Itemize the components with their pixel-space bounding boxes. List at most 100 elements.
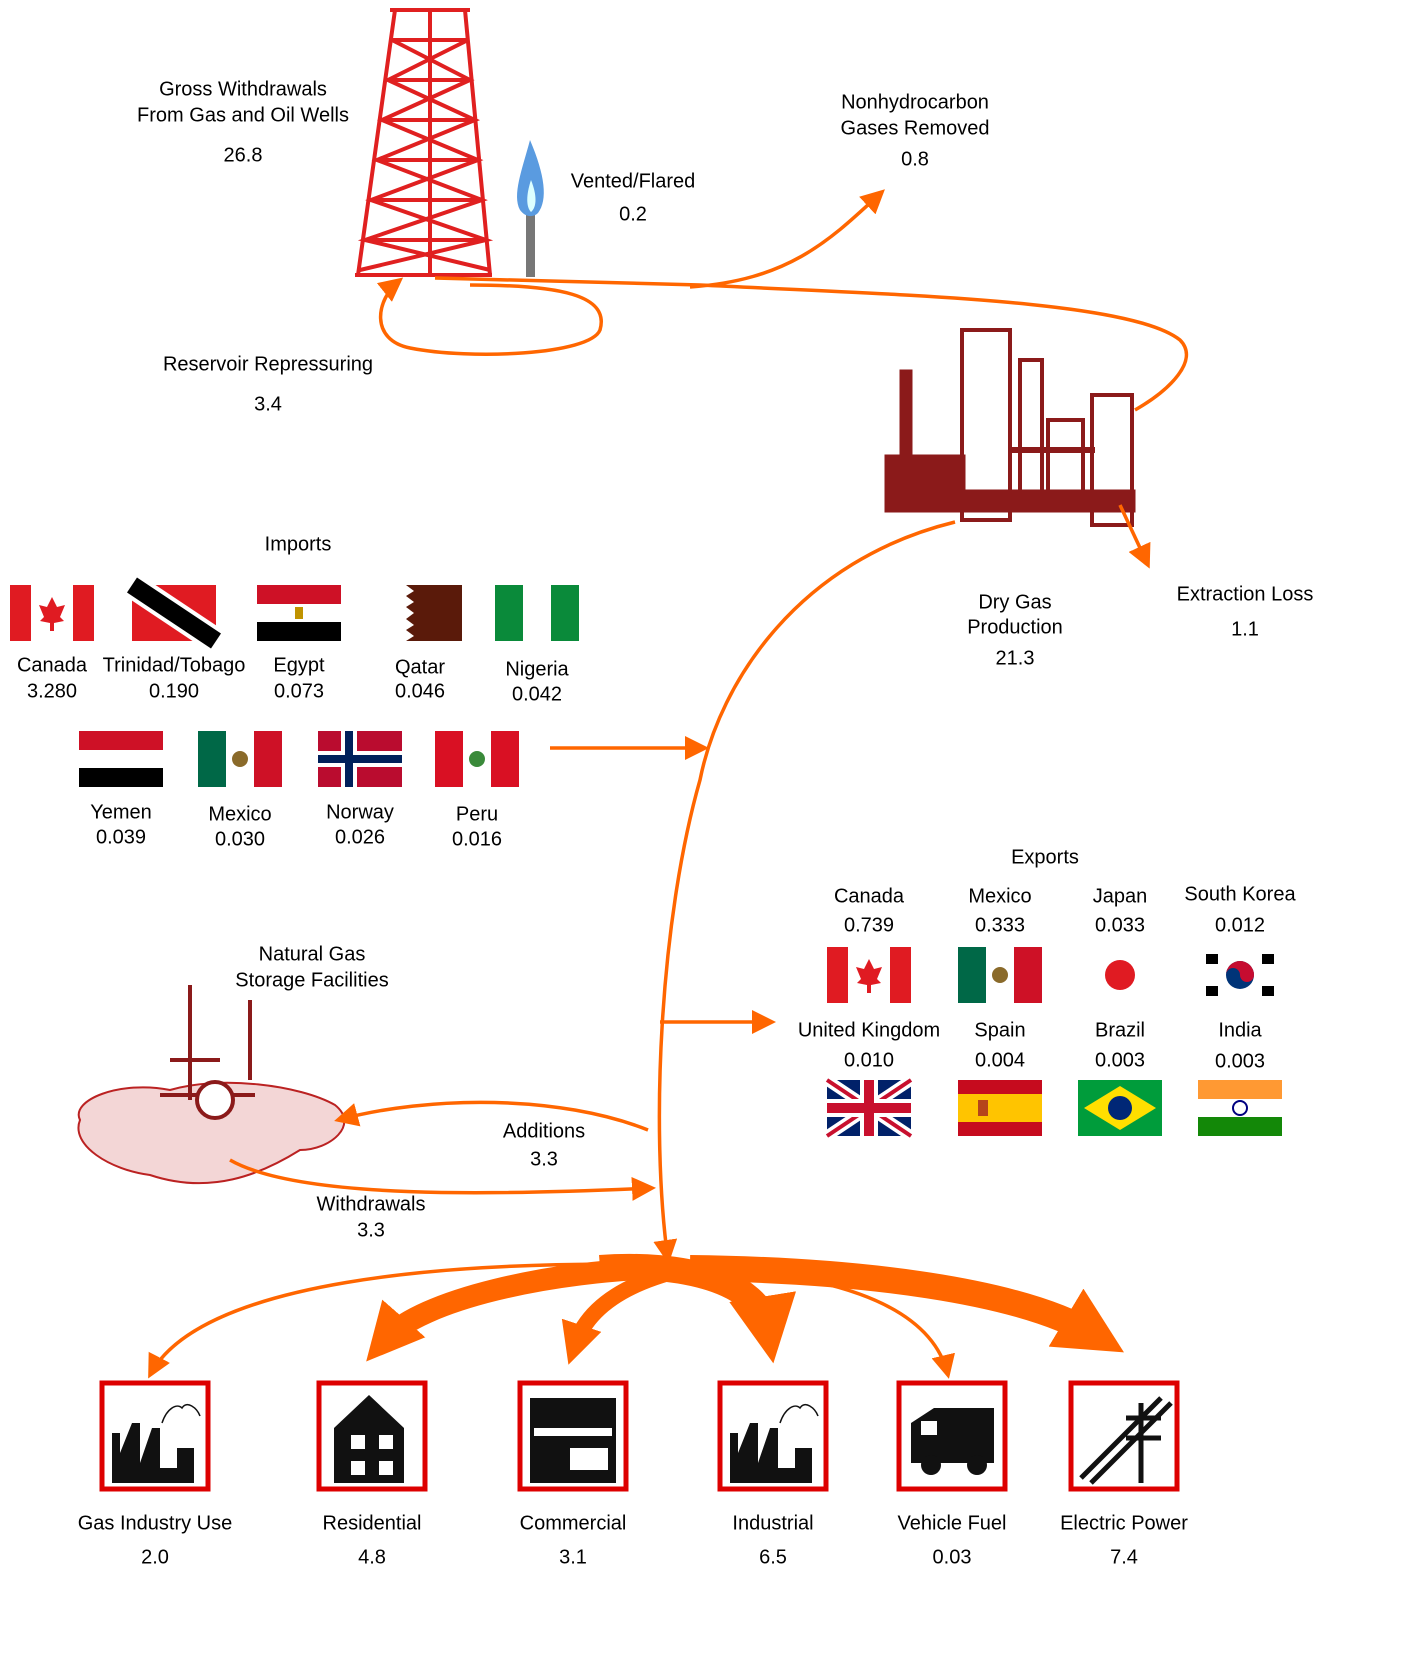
flag-part xyxy=(254,731,282,787)
consumer-name: Industrial xyxy=(732,1512,813,1534)
flag-part xyxy=(469,751,485,767)
country-name: Yemen xyxy=(90,801,152,823)
flag xyxy=(198,731,282,787)
node-value: 0.8 xyxy=(901,148,929,170)
icon-shape xyxy=(967,1455,987,1475)
icon-shape xyxy=(530,1398,616,1483)
flag-part xyxy=(79,731,163,750)
flag-part xyxy=(257,622,341,641)
flag-part xyxy=(1198,1117,1282,1136)
country-value: 0.033 xyxy=(1095,914,1145,936)
icon-shape xyxy=(379,1435,393,1449)
flag-part xyxy=(551,585,579,641)
flag-part xyxy=(1206,954,1218,964)
icon-shape xyxy=(911,1408,994,1463)
flag-part xyxy=(378,585,414,641)
country-value: 0.004 xyxy=(975,1049,1025,1071)
flag-part xyxy=(827,947,848,1003)
flag-part xyxy=(79,750,163,768)
icon-shape xyxy=(570,1448,608,1470)
country-value: 0.010 xyxy=(844,1049,894,1071)
flag-part xyxy=(10,585,31,641)
node-value: 3.4 xyxy=(254,393,282,415)
consumer-value: 0.03 xyxy=(933,1546,972,1568)
country-name: Egypt xyxy=(273,654,325,676)
consumer-name: Vehicle Fuel xyxy=(898,1512,1007,1534)
flag-part xyxy=(958,1094,1042,1122)
flag-part xyxy=(232,751,248,767)
flag xyxy=(1078,1080,1162,1136)
flow-value: 3.3 xyxy=(530,1148,558,1170)
country-name: India xyxy=(1218,1019,1262,1041)
country-value: 0.012 xyxy=(1215,914,1265,936)
country-name: Peru xyxy=(456,803,498,825)
flag xyxy=(1198,1080,1282,1136)
country-value: 0.190 xyxy=(149,680,199,702)
node-label: Dry Gas xyxy=(978,591,1051,613)
flag xyxy=(318,731,402,787)
country-value: 0.039 xyxy=(96,826,146,848)
flag-part xyxy=(958,947,986,1003)
consumer-value: 2.0 xyxy=(141,1546,169,1568)
node-label: Nonhydrocarbon xyxy=(841,91,989,113)
country-value: 0.003 xyxy=(1095,1049,1145,1071)
country-name: Spain xyxy=(974,1019,1025,1041)
icon-shape xyxy=(534,1428,612,1436)
flag-part xyxy=(79,768,163,787)
flow-value: 3.3 xyxy=(357,1219,385,1241)
consumer-value: 4.8 xyxy=(358,1546,386,1568)
country-name: Nigeria xyxy=(505,658,569,680)
flag xyxy=(132,585,216,641)
flow-repressuring xyxy=(381,280,602,354)
page: Gross Withdrawals From Gas and Oil Wells… xyxy=(0,0,1420,1667)
node-value: 21.3 xyxy=(996,647,1035,669)
consumer-value: 7.4 xyxy=(1110,1546,1138,1568)
country-name: South Korea xyxy=(1184,883,1296,905)
flow-additions xyxy=(338,1102,648,1130)
country-value: 0.042 xyxy=(512,683,562,705)
flag xyxy=(495,585,579,641)
flag-part xyxy=(318,755,402,763)
flow-label: Withdrawals xyxy=(317,1193,426,1215)
country-value: 0.030 xyxy=(215,828,265,850)
country-value: 3.280 xyxy=(27,680,77,702)
refinery-icon xyxy=(885,330,1135,525)
node-value: 1.1 xyxy=(1231,618,1259,640)
country-value: 0.073 xyxy=(274,680,324,702)
imports-title: Imports xyxy=(265,533,332,555)
flag xyxy=(958,1080,1042,1136)
country-name: Mexico xyxy=(968,885,1031,907)
icon-shape xyxy=(921,1421,937,1435)
flag-part xyxy=(890,947,911,1003)
flag xyxy=(1078,947,1162,1003)
flag xyxy=(10,585,94,641)
country-name: Trinidad/Tobago xyxy=(103,654,246,676)
flag-part xyxy=(1105,960,1135,990)
flow-withdrawals xyxy=(230,1160,652,1193)
consumer-icon xyxy=(1071,1383,1177,1489)
node-label: Natural Gas xyxy=(259,943,366,965)
icon-shape xyxy=(351,1461,365,1475)
node-label: Storage Facilities xyxy=(235,969,388,991)
node-label: Production xyxy=(967,616,1063,638)
node-value: 26.8 xyxy=(224,144,263,166)
country-name: Norway xyxy=(326,801,394,823)
flow-dry-gas xyxy=(659,522,955,1260)
consumer-icon xyxy=(520,1383,626,1489)
country-name: Mexico xyxy=(208,803,271,825)
flag xyxy=(79,731,163,787)
consumer-icon xyxy=(720,1383,826,1489)
exports-title: Exports xyxy=(1011,846,1079,868)
flag xyxy=(378,585,462,641)
flag xyxy=(827,947,911,1003)
country-value: 0.026 xyxy=(335,826,385,848)
country-name: Canada xyxy=(834,885,905,907)
node-label: From Gas and Oil Wells xyxy=(137,104,349,126)
flow-nonhydrocarbon xyxy=(690,192,882,287)
diagram: Gross Withdrawals From Gas and Oil Wells… xyxy=(0,0,1420,1667)
node-label: Extraction Loss xyxy=(1177,583,1314,605)
consumer-icon xyxy=(319,1383,425,1489)
flag-part xyxy=(495,585,523,641)
flag xyxy=(827,1080,911,1136)
country-name: United Kingdom xyxy=(798,1019,940,1041)
